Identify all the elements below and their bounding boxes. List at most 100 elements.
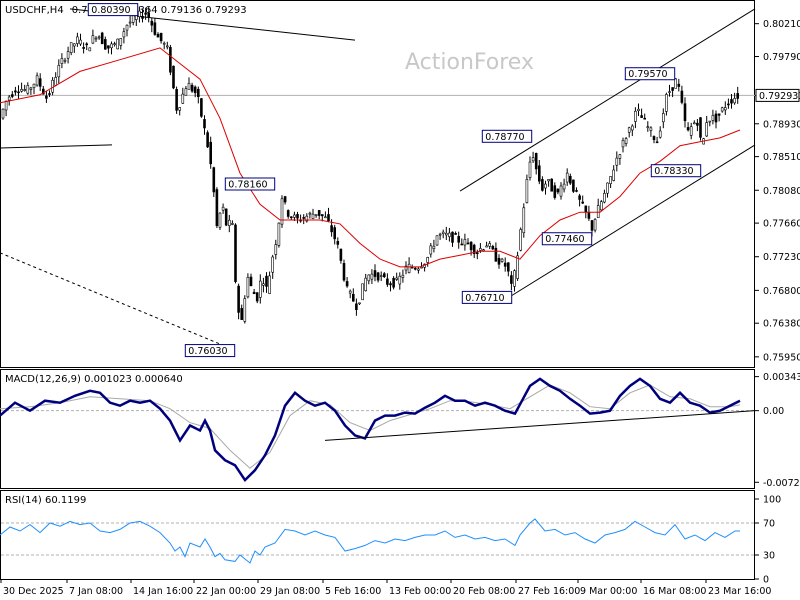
moving-average-line (0, 47, 741, 268)
candle-body (97, 36, 101, 39)
candle-body (578, 195, 581, 200)
candle-body (609, 176, 612, 185)
candle-body (339, 248, 343, 261)
candle-body (708, 120, 712, 123)
time-tick-label: 29 Jan 08:00 (260, 586, 320, 597)
price-axis: 0.802100.797900.792900.789300.785100.780… (755, 19, 800, 363)
price-tick-label: 0.76380 (763, 319, 800, 330)
macd-tick-label: 0.003432 (763, 372, 800, 383)
candle-body (556, 188, 560, 193)
candle-body (296, 214, 299, 219)
macd-line (0, 377, 741, 483)
candle-body (79, 39, 82, 45)
rsi-axis: 100 70 30 0 (755, 495, 781, 586)
candle-body (463, 239, 467, 246)
candle-body (730, 99, 733, 104)
candle-body (665, 94, 668, 112)
candle-body (324, 216, 327, 219)
time-tick-label: 23 Mar 16:00 (708, 586, 771, 597)
candle-body (491, 246, 495, 250)
candle-body (671, 87, 674, 91)
candle-body (221, 206, 225, 211)
macd-panel-frame (0, 369, 755, 489)
candle-body (637, 108, 640, 112)
candle-body (113, 43, 116, 45)
candle-body (333, 227, 337, 240)
candle-body (661, 113, 665, 123)
candle-body (485, 245, 488, 248)
rsi-tick-label: 0 (763, 575, 769, 586)
candle-body (547, 179, 550, 182)
candle-body (699, 117, 702, 138)
candle-body (417, 268, 420, 271)
time-axis: 30 Dec 2025 7 Jan 08:00 14 Jan 16:00 22 Jan… (0, 579, 771, 597)
candle-body (420, 266, 423, 269)
watermark: ActionForex (405, 50, 534, 75)
candle-body (606, 182, 609, 194)
candle-body (128, 21, 132, 24)
candle-body (683, 103, 687, 122)
time-tick-label: 16 Mar 08:00 (643, 586, 706, 597)
candle-body (373, 270, 377, 277)
rsi-tick-label: 30 (763, 551, 775, 562)
candle-body (320, 214, 324, 217)
candle-body (692, 122, 696, 125)
candle-body (104, 39, 107, 50)
candle-body (212, 167, 216, 193)
price-annotation-box (224, 177, 276, 191)
candle-body (621, 139, 625, 148)
candle-body (358, 302, 361, 305)
candle-body (209, 141, 212, 165)
candle-body (4, 100, 8, 111)
candle-body (345, 281, 349, 287)
candle-body (364, 277, 368, 292)
price-annotation-box (650, 164, 702, 178)
time-tick-label: 7 Jan 08:00 (69, 586, 123, 597)
candle-body (668, 91, 671, 93)
candle-body (475, 252, 479, 255)
price-annotation-label: 0.80390 (91, 5, 130, 16)
time-tick-label: 13 Feb 00:00 (389, 586, 451, 597)
candle-body (289, 216, 293, 219)
candle-body (286, 210, 290, 217)
candle-body (69, 42, 73, 53)
candle-body (255, 292, 259, 302)
price-annotation-label: 0.78330 (654, 166, 693, 177)
candle-body (20, 89, 23, 92)
candle-body (156, 34, 160, 38)
price-annotation-box (461, 290, 513, 304)
candle-body (382, 273, 386, 278)
candle-body (603, 193, 606, 203)
rsi-line (0, 518, 740, 564)
price-tick-label: 0.78930 (763, 119, 800, 130)
candle-body (689, 126, 693, 136)
candle-body (705, 122, 709, 137)
macd-tick-label: -0.007223 (763, 478, 800, 489)
candle-body (243, 298, 247, 322)
candle-body (413, 267, 417, 270)
candle-body (91, 35, 95, 44)
price-tick-label: 0.77660 (763, 219, 800, 230)
candle-body (48, 93, 51, 95)
price-annotation-box (184, 344, 236, 358)
candle-body (314, 214, 318, 216)
candle-body (144, 12, 147, 15)
macd-signal-line (0, 384, 741, 469)
candle-body (138, 10, 141, 17)
candle-body (234, 224, 237, 282)
candle-body (562, 183, 566, 190)
candle-body (38, 78, 42, 87)
candle-body (727, 103, 730, 106)
candle-body (147, 12, 150, 18)
candle-body (624, 138, 628, 144)
price-tick-label: 0.78510 (763, 152, 800, 163)
candle-body (401, 274, 405, 278)
candle-body (166, 45, 169, 48)
rsi-level-lines (1, 522, 755, 556)
candle-body (435, 235, 439, 246)
candle-body (441, 231, 445, 234)
candle-body (184, 88, 188, 96)
candle-body (686, 127, 690, 131)
candle-body (525, 179, 529, 203)
